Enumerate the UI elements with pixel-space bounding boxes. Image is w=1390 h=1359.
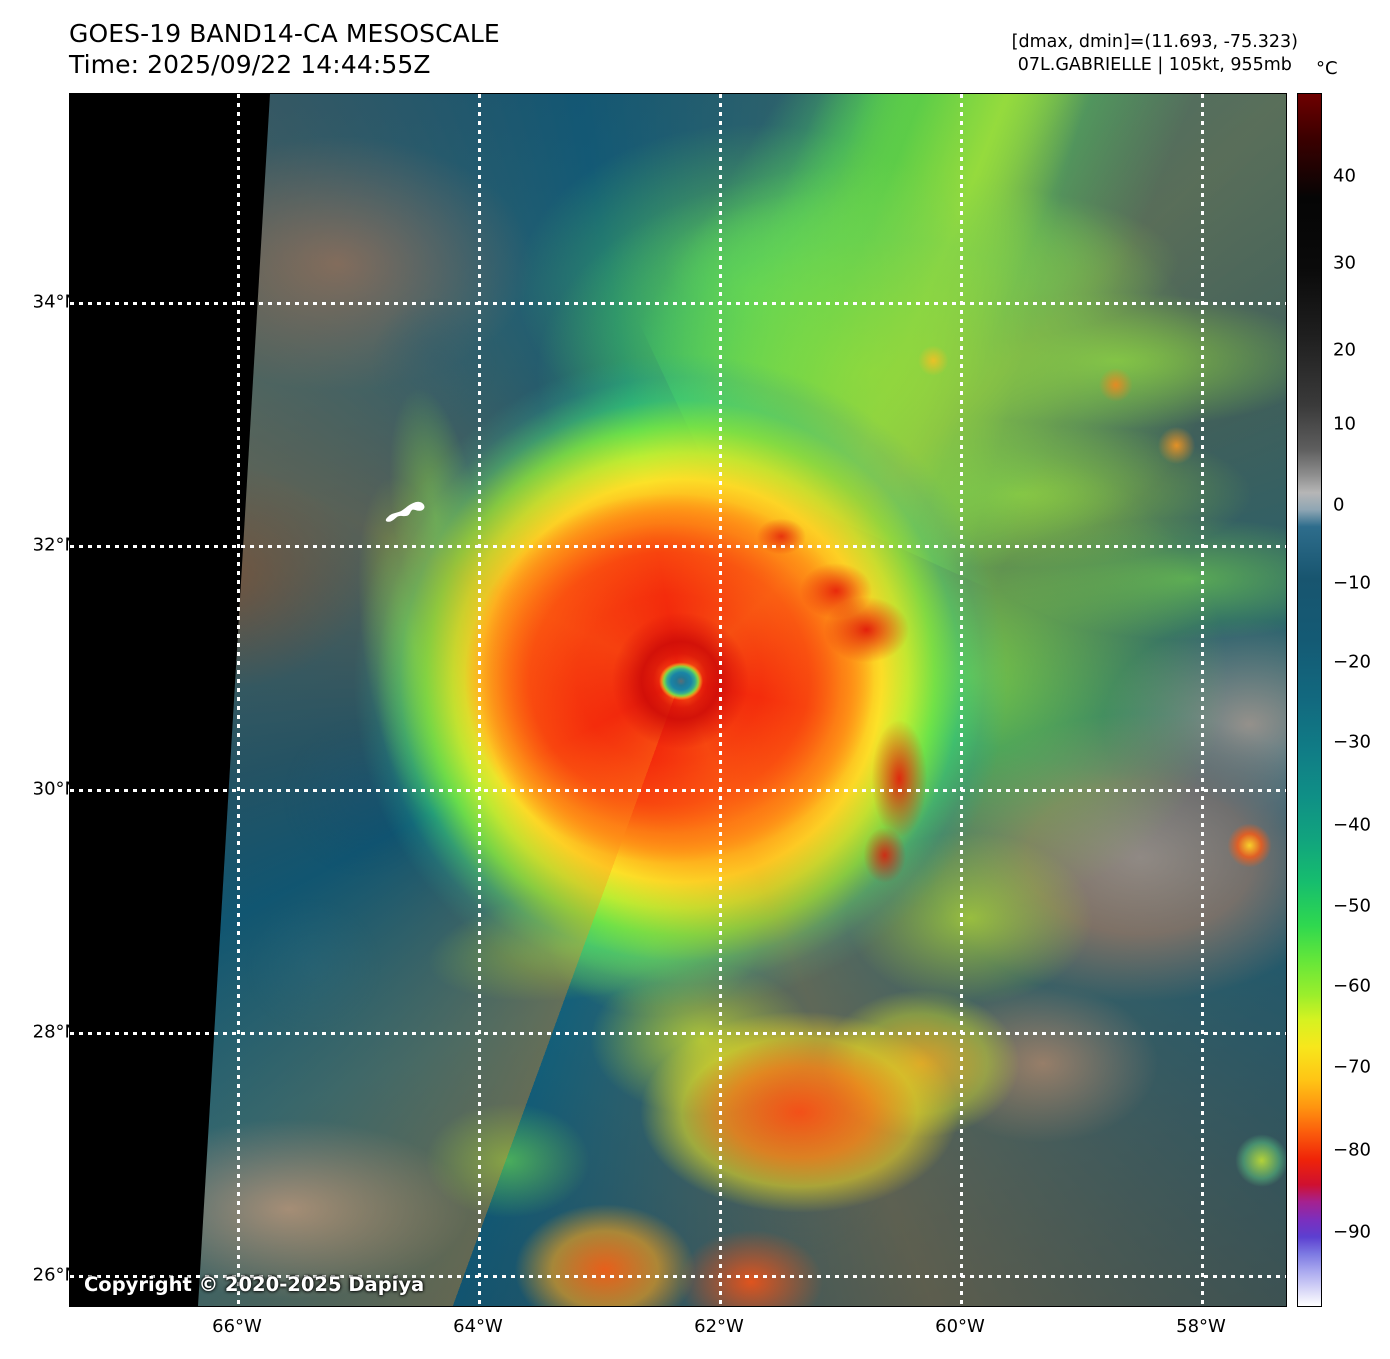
colorbar-gradient — [1298, 94, 1321, 1306]
lon-tick-66w: 66°W — [212, 1316, 262, 1337]
storm-info-label: 07L.GABRIELLE | 105kt, 955mb — [1017, 55, 1292, 75]
gridline-lat-34n — [70, 302, 1286, 305]
gridline-lat-30n — [70, 789, 1286, 792]
colorbar-unit-label: °C — [1316, 58, 1338, 79]
colorbar-tick-20: 20 — [1333, 339, 1356, 361]
gridline-lat-26n — [70, 1275, 1286, 1278]
gridline-lon-64w — [478, 94, 481, 1306]
satellite-image-plot[interactable]: Copyright © 2020-2025 Dapiya — [69, 93, 1287, 1307]
timestamp-label: Time: 2025/09/22 14:44:55Z — [69, 50, 431, 79]
lat-tick-30n: 30°N — [32, 778, 78, 800]
bermuda-coastline-icon — [385, 501, 425, 522]
colorbar-tick-m50: −50 — [1333, 895, 1371, 917]
lon-tick-58w: 58°W — [1176, 1316, 1226, 1337]
layer-eye — [70, 94, 1286, 1306]
lat-tick-34n: 34°N — [32, 291, 78, 313]
gridline-lon-60w — [960, 94, 963, 1306]
gridline-lon-62w — [719, 94, 722, 1306]
lat-tick-28n: 28°N — [32, 1021, 78, 1043]
colorbar-tick-m30: −30 — [1333, 731, 1371, 753]
gridline-lat-28n — [70, 1032, 1286, 1035]
colorbar-tick-m80: −80 — [1333, 1139, 1371, 1161]
colorbar-tick-m10: −10 — [1333, 572, 1371, 594]
lat-tick-26n: 26°N — [32, 1264, 78, 1286]
page-title: GOES-19 BAND14-CA MESOSCALE Time: 2025/09… — [69, 18, 500, 80]
colorbar-tick-m70: −70 — [1333, 1056, 1371, 1078]
lon-tick-64w: 64°W — [453, 1316, 503, 1337]
copyright-label: Copyright © 2020-2025 Dapiya — [84, 1273, 425, 1296]
gridline-lon-66w — [237, 94, 240, 1306]
colorbar — [1297, 93, 1322, 1307]
colorbar-tick-10: 10 — [1333, 413, 1356, 435]
colorbar-tick-m90: −90 — [1333, 1221, 1371, 1243]
colorbar-tick-0: 0 — [1333, 494, 1345, 516]
lat-tick-32n: 32°N — [32, 534, 78, 556]
dmax-dmin-label: [dmax, dmin]=(11.693, -75.323) — [1011, 32, 1298, 52]
product-title: GOES-19 BAND14-CA MESOSCALE — [69, 19, 500, 48]
colorbar-tick-40: 40 — [1333, 165, 1356, 187]
colorbar-tick-m60: −60 — [1333, 975, 1371, 997]
gridline-lon-58w — [1201, 94, 1204, 1306]
lon-tick-62w: 62°W — [694, 1316, 744, 1337]
plot-clip: Copyright © 2020-2025 Dapiya — [70, 94, 1286, 1306]
colorbar-tick-m20: −20 — [1333, 651, 1371, 673]
colorbar-tick-m40: −40 — [1333, 814, 1371, 836]
gridline-lat-32n — [70, 545, 1286, 548]
lon-tick-60w: 60°W — [935, 1316, 985, 1337]
metadata-block: [dmax, dmin]=(11.693, -75.323) 07L.GABRIE… — [1012, 31, 1298, 77]
colorbar-tick-30: 30 — [1333, 252, 1356, 274]
